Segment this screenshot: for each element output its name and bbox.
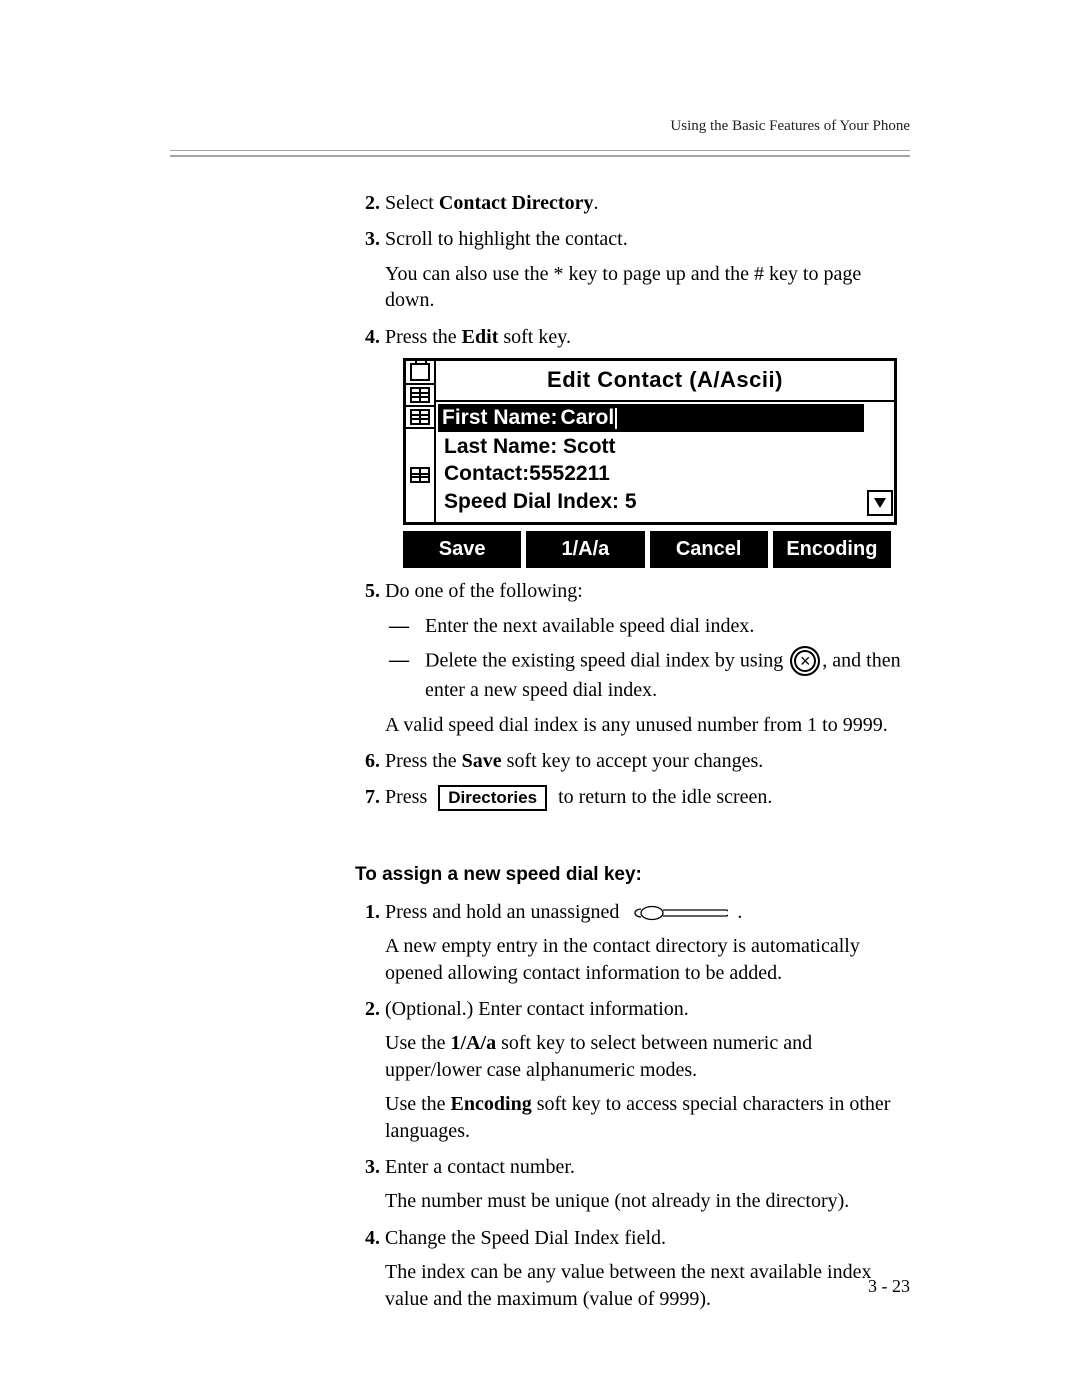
text: Select [385, 192, 439, 214]
procedure-list-b: Press and hold an unassigned . [385, 899, 910, 1312]
text: Scroll to highlight the contact. [385, 226, 910, 252]
text: . [737, 901, 742, 923]
text: Enter a contact number. [385, 1154, 910, 1180]
text: to return to the idle screen. [558, 786, 772, 808]
text: You can also use the * key to page up an… [385, 261, 910, 314]
step-2: Select Contact Directory. [385, 190, 910, 216]
text: Change the Speed Dial Index field. [385, 1225, 910, 1251]
field-value: Carol [561, 406, 615, 429]
field-last-name: Last Name: Scott [444, 434, 860, 460]
text: soft key to accept your changes. [502, 750, 764, 772]
field-label: Speed Dial Index: [444, 490, 619, 513]
text: (Optional.) Enter contact information. [385, 996, 910, 1022]
step-b2: (Optional.) Enter contact information. U… [385, 996, 910, 1144]
phone-fields: First Name:Carol Last Name: Scott Contac… [436, 402, 866, 522]
step-b4: Change the Speed Dial Index field. The i… [385, 1225, 910, 1312]
page: Using the Basic Features of Your Phone S… [0, 0, 1080, 1397]
text: Use the [385, 1032, 451, 1054]
phone-scroll [866, 402, 894, 522]
phone-icon-keypad [406, 407, 434, 429]
field-label: First Name: [442, 406, 558, 429]
phone-icon-keypad [406, 385, 434, 407]
softkey-mode: 1/A/a [526, 531, 644, 568]
bold-text: Contact Directory [439, 192, 594, 214]
phone-main: Edit Contact (A/Ascii) First Name:Carol … [436, 361, 894, 522]
step-b3: Enter a contact number. The number must … [385, 1154, 910, 1215]
sub-bullets: Enter the next available speed dial inde… [385, 613, 910, 704]
phone-body: First Name:Carol Last Name: Scott Contac… [436, 402, 894, 522]
text: Press the [385, 326, 462, 348]
field-label: Contact: [444, 462, 529, 485]
text: Use the [385, 1093, 451, 1115]
text: Press the [385, 750, 462, 772]
section-heading: To assign a new speed dial key: [355, 862, 910, 887]
text: . [593, 192, 598, 214]
phone-softkeys: Save 1/A/a Cancel Encoding [403, 531, 891, 568]
text: A valid speed dial index is any unused n… [385, 712, 910, 738]
text-cursor-icon [615, 408, 617, 429]
bold-text: Encoding [451, 1093, 532, 1115]
bullet: Delete the existing speed dial index by … [425, 647, 910, 703]
phone-icon-contacts [406, 361, 434, 385]
softkey-save: Save [403, 531, 521, 568]
scroll-down-icon [867, 490, 893, 516]
bold-text: Edit [462, 326, 499, 348]
text: The number must be unique (not already i… [385, 1188, 910, 1214]
directories-key-icon: Directories [438, 785, 547, 811]
field-label: Last Name: [444, 435, 557, 458]
phone-screen: Edit Contact (A/Ascii) First Name:Carol … [403, 358, 897, 525]
text: Delete the existing speed dial index by … [425, 650, 788, 672]
header-rule [170, 150, 910, 157]
bold-text: 1/A/a [451, 1032, 497, 1054]
field-speed-dial-index: Speed Dial Index: 5 [444, 489, 860, 515]
field-value: 5552211 [529, 462, 610, 485]
text: The index can be any value between the n… [385, 1259, 910, 1312]
step-3: Scroll to highlight the contact. You can… [385, 226, 910, 313]
step-7: Press Directories to return to the idle … [385, 784, 910, 811]
step-6: Press the Save soft key to accept your c… [385, 748, 910, 774]
text: Do one of the following: [385, 578, 910, 604]
phone-icon-keypad [406, 429, 434, 522]
running-header: Using the Basic Features of Your Phone [670, 118, 910, 135]
phone-screenshot: Edit Contact (A/Ascii) First Name:Carol … [403, 358, 910, 568]
phone-title: Edit Contact (A/Ascii) [436, 361, 894, 402]
field-value: Scott [563, 435, 616, 458]
step-b1: Press and hold an unassigned . [385, 899, 910, 986]
text: A new empty entry in the contact directo… [385, 933, 910, 986]
softkey-cancel: Cancel [650, 531, 768, 568]
text: soft key. [498, 326, 571, 348]
text: Press and hold an unassigned [385, 901, 624, 923]
delete-key-icon [790, 646, 820, 676]
step-4: Press the Edit soft key. Edit Contact (A… [385, 324, 910, 569]
phone-left-icons [406, 361, 436, 522]
field-contact: Contact:5552211 [444, 461, 860, 487]
content-area: Select Contact Directory. Scroll to high… [385, 110, 910, 1312]
bold-text: Save [462, 750, 502, 772]
bullet: Enter the next available speed dial inde… [425, 613, 910, 639]
procedure-list-a: Select Contact Directory. Scroll to high… [385, 190, 910, 812]
field-first-name: First Name:Carol [438, 404, 864, 432]
softkey-encoding: Encoding [773, 531, 891, 568]
page-number: 3 - 23 [868, 1276, 910, 1297]
field-value: 5 [625, 490, 637, 513]
step-5: Do one of the following: Enter the next … [385, 578, 910, 738]
text: Press [385, 786, 432, 808]
line-key-icon [628, 905, 728, 921]
